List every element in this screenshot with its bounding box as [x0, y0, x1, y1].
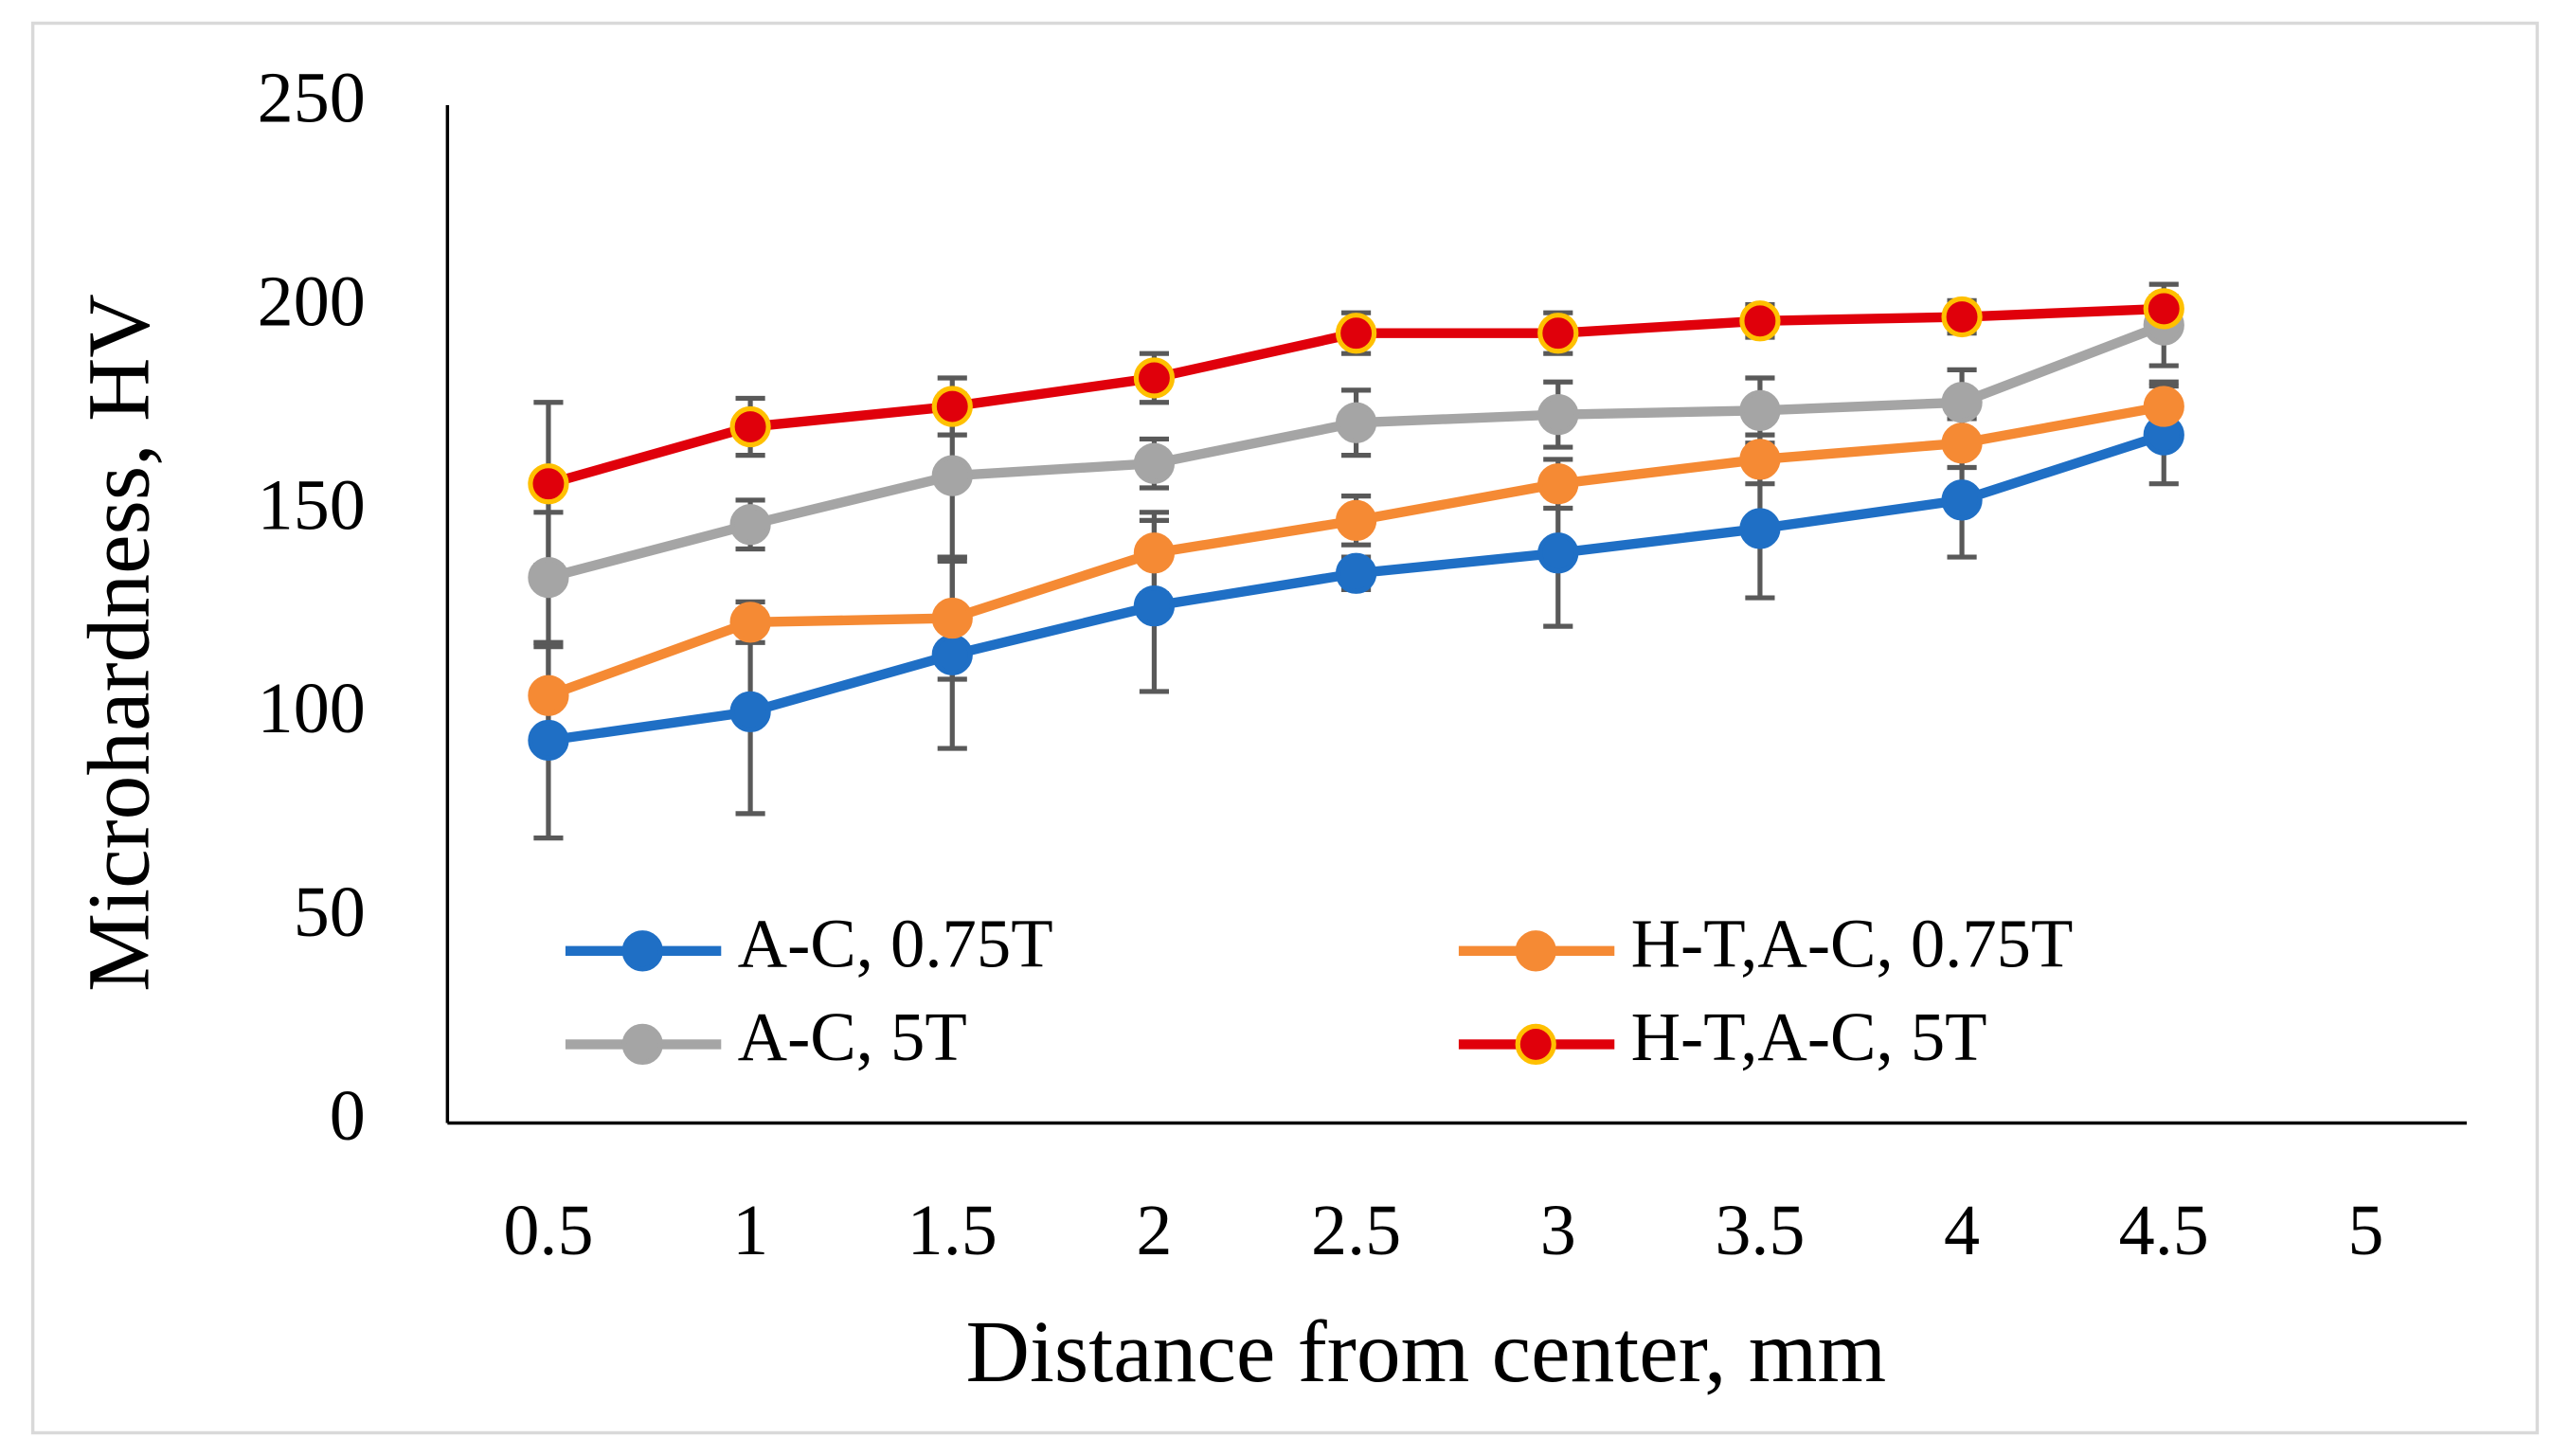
y-tick-label: 0 — [330, 1076, 366, 1156]
data-point — [1537, 313, 1579, 354]
data-point — [1335, 499, 1377, 542]
data-point — [1335, 313, 1377, 354]
data-point — [528, 719, 569, 762]
data-point — [1941, 382, 1983, 423]
legend-marker — [621, 930, 663, 972]
data-point — [931, 597, 973, 639]
data-point — [1941, 479, 1983, 521]
x-tick-label: 1 — [732, 1191, 768, 1270]
chart-border — [30, 21, 2540, 1435]
legend-label: A-C, 0.75T — [738, 905, 1053, 981]
data-point — [1941, 422, 1983, 464]
legend-marker — [1515, 930, 1556, 972]
data-point — [1537, 463, 1579, 505]
data-point — [2143, 288, 2184, 330]
x-tick-label: 3 — [1540, 1191, 1576, 1270]
data-point — [528, 556, 569, 599]
y-tick-label: 200 — [258, 261, 366, 341]
x-axis-title: Distance from center, mm — [965, 1303, 1886, 1401]
data-point — [1133, 585, 1176, 627]
y-axis-title: Microhardness, HV — [70, 294, 168, 992]
legend-label: A-C, 5T — [738, 998, 967, 1075]
data-point — [1537, 394, 1579, 436]
legend-marker — [621, 1023, 663, 1066]
x-tick-label: 2 — [1136, 1191, 1172, 1270]
data-point — [729, 691, 771, 733]
data-point — [729, 602, 771, 643]
data-point — [1739, 389, 1781, 431]
data-point — [1133, 532, 1176, 574]
data-point — [1537, 532, 1579, 574]
data-point — [1739, 508, 1781, 549]
x-tick-label: 0.5 — [503, 1191, 593, 1270]
data-point — [931, 634, 973, 675]
data-point — [1739, 439, 1781, 480]
data-point — [1941, 296, 1983, 338]
x-tick-label: 3.5 — [1715, 1191, 1805, 1270]
data-point — [1133, 442, 1176, 484]
data-point — [1335, 552, 1377, 594]
x-tick-label: 5 — [2347, 1191, 2383, 1270]
y-tick-label: 50 — [294, 872, 366, 952]
data-point — [1335, 402, 1377, 443]
legend-label: H-T,A-C, 0.75T — [1631, 905, 2074, 981]
x-tick-label: 4 — [1944, 1191, 1980, 1270]
data-point — [528, 463, 569, 505]
legend-marker — [1515, 1023, 1556, 1066]
data-point — [729, 504, 771, 546]
x-tick-label: 1.5 — [908, 1191, 997, 1270]
data-point — [2143, 386, 2184, 427]
data-point — [931, 386, 973, 427]
data-point — [1133, 357, 1176, 399]
y-tick-label: 250 — [258, 58, 366, 137]
x-tick-label: 2.5 — [1311, 1191, 1401, 1270]
legend-label: H-T,A-C, 5T — [1631, 998, 1987, 1075]
y-tick-label: 100 — [258, 669, 366, 748]
data-point — [1739, 300, 1781, 342]
x-tick-label: 4.5 — [2119, 1191, 2209, 1270]
data-point — [729, 405, 771, 448]
data-point — [931, 455, 973, 496]
y-tick-label: 150 — [258, 465, 366, 545]
data-point — [528, 674, 569, 716]
